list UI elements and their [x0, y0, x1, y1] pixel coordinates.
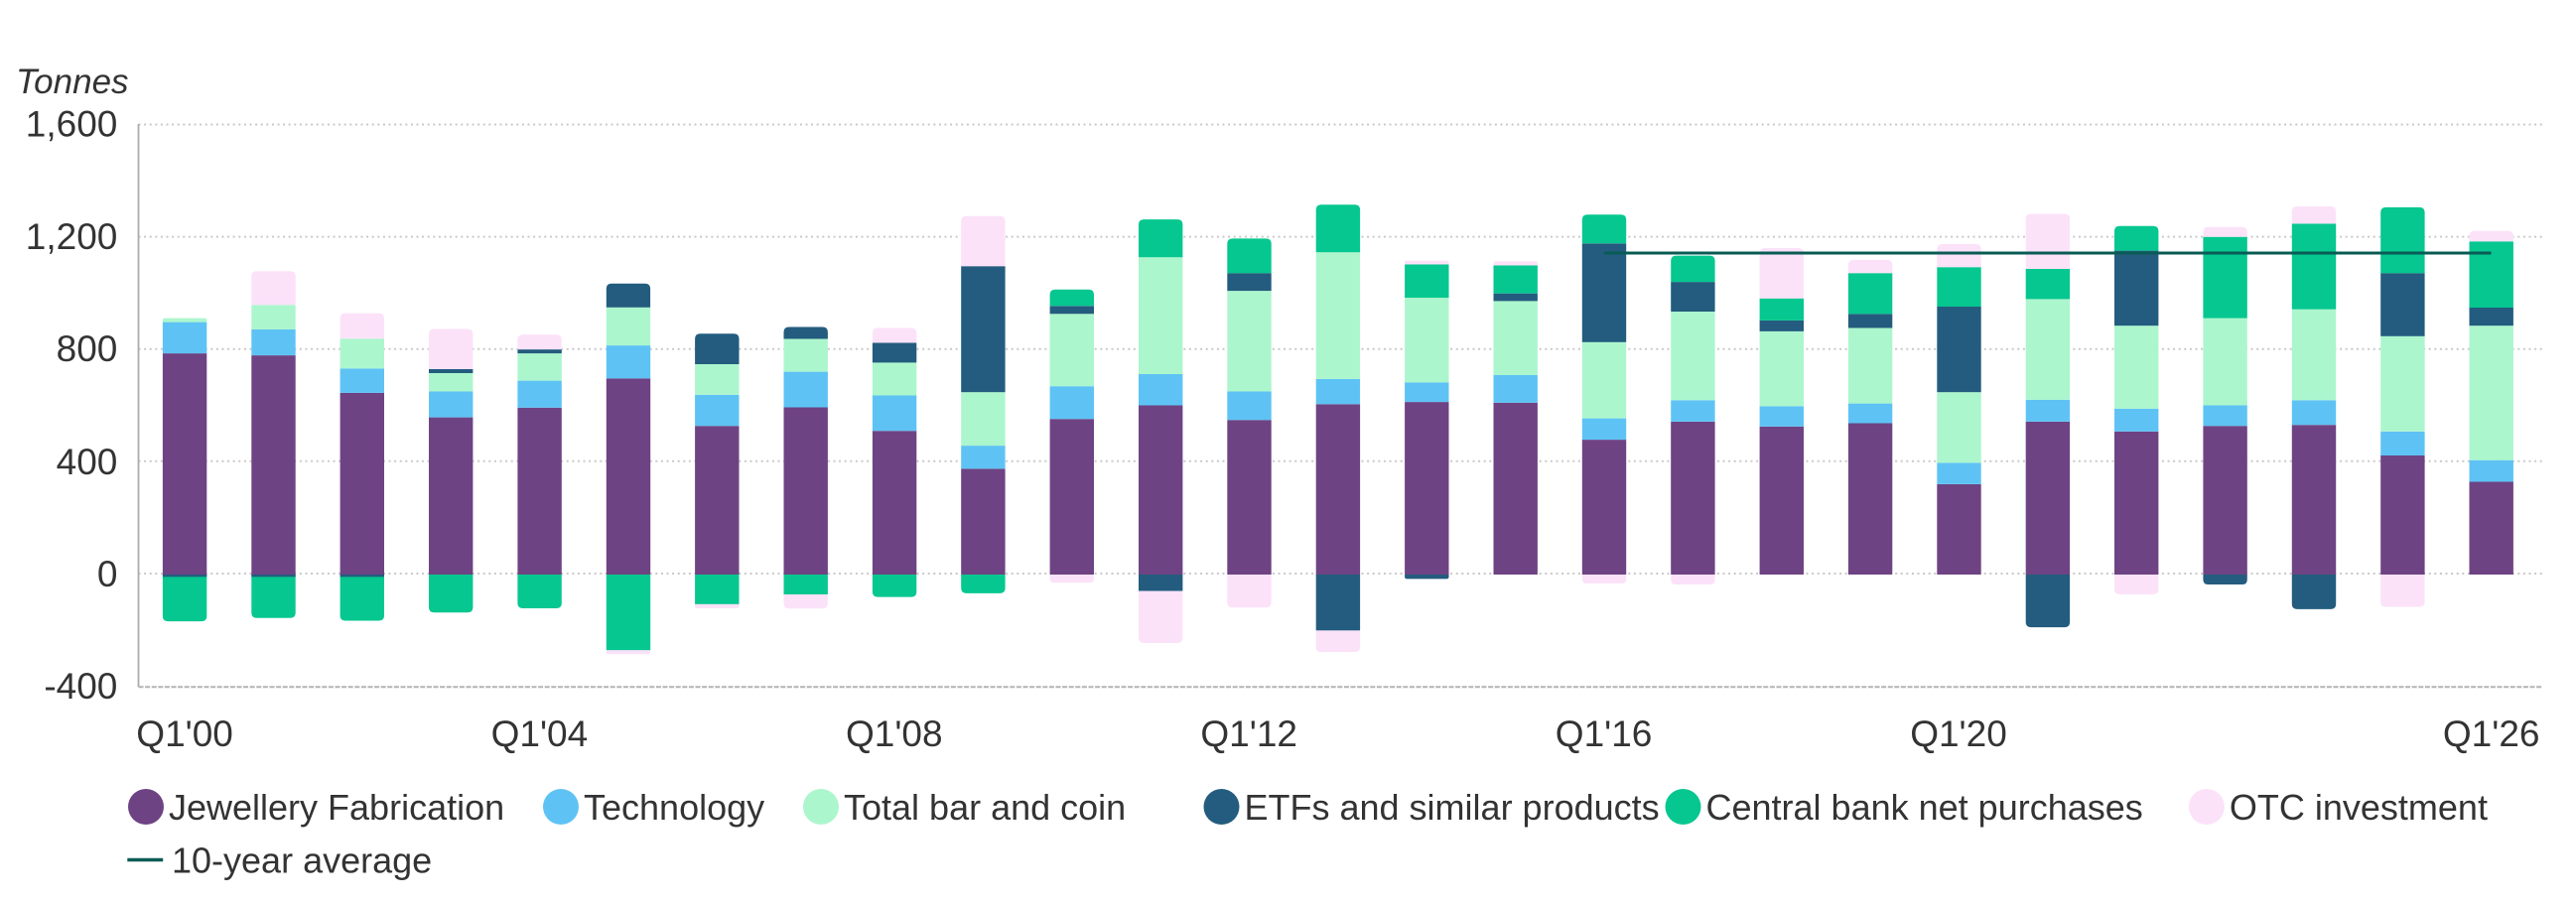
svg-text:10-year average: 10-year average — [172, 840, 432, 881]
svg-text:Q1'04: Q1'04 — [491, 713, 589, 754]
svg-text:1,600: 1,600 — [26, 104, 118, 145]
svg-text:Q1'26: Q1'26 — [2443, 713, 2540, 754]
svg-text:0: 0 — [97, 554, 118, 594]
svg-text:Q1'12: Q1'12 — [1200, 713, 1297, 754]
svg-text:-400: -400 — [44, 666, 117, 707]
svg-text:ETFs and similar products: ETFs and similar products — [1245, 787, 1660, 828]
svg-text:Q1'16: Q1'16 — [1556, 713, 1653, 754]
svg-text:1,200: 1,200 — [26, 216, 118, 257]
svg-text:800: 800 — [57, 328, 118, 369]
svg-text:Total bar and coin: Total bar and coin — [844, 787, 1126, 828]
svg-text:Q1'00: Q1'00 — [136, 713, 233, 754]
svg-text:400: 400 — [57, 442, 118, 482]
svg-text:Q1'20: Q1'20 — [1910, 713, 2007, 754]
svg-text:Technology: Technology — [584, 787, 764, 828]
svg-text:OTC investment: OTC investment — [2230, 787, 2488, 828]
svg-text:Tonnes: Tonnes — [16, 63, 129, 101]
svg-text:Q1'08: Q1'08 — [846, 713, 943, 754]
svg-text:Central bank net purchases: Central bank net purchases — [1706, 787, 2143, 828]
svg-text:Jewellery Fabrication: Jewellery Fabrication — [169, 787, 504, 828]
